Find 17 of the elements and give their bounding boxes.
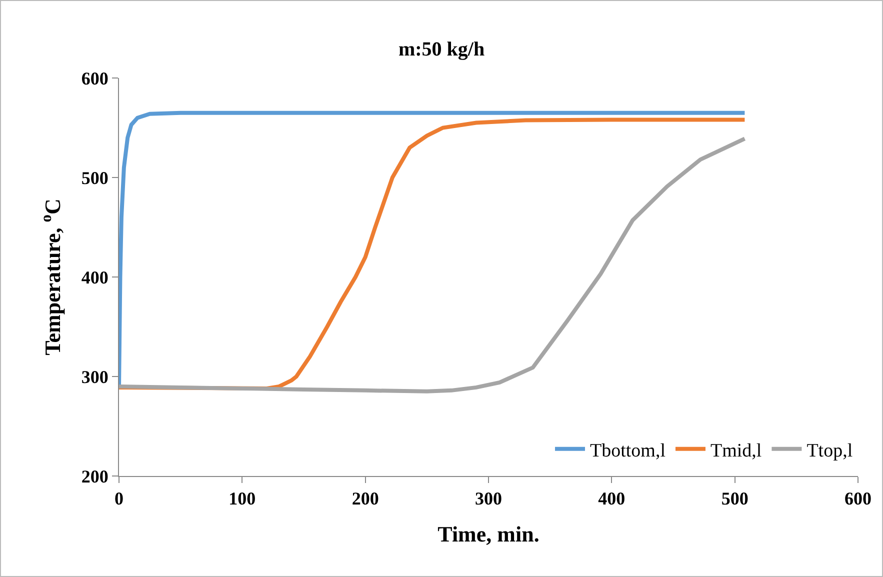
legend-label: Ttop,l: [806, 440, 853, 462]
x-axis-title: Time, min.: [438, 522, 540, 546]
x-tick-label: 500: [721, 488, 748, 509]
legend-label: Tbottom,l: [590, 440, 666, 462]
y-tick-label: 600: [81, 68, 108, 88]
y-tick-label: 500: [81, 168, 108, 188]
x-tick-label: 100: [228, 488, 256, 509]
chart-title: m:50 kg/h: [398, 38, 485, 60]
y-tick-label: 400: [81, 267, 108, 288]
x-tick-label: 200: [352, 488, 379, 509]
x-tick-label: 0: [114, 488, 124, 509]
legend-label: Tmid,l: [710, 440, 762, 462]
x-tick-label: 300: [475, 488, 502, 509]
x-tick-label: 600: [844, 488, 872, 509]
y-tick-label: 200: [81, 466, 108, 486]
y-tick-label: 300: [81, 366, 108, 387]
x-tick-label: 400: [598, 488, 626, 509]
